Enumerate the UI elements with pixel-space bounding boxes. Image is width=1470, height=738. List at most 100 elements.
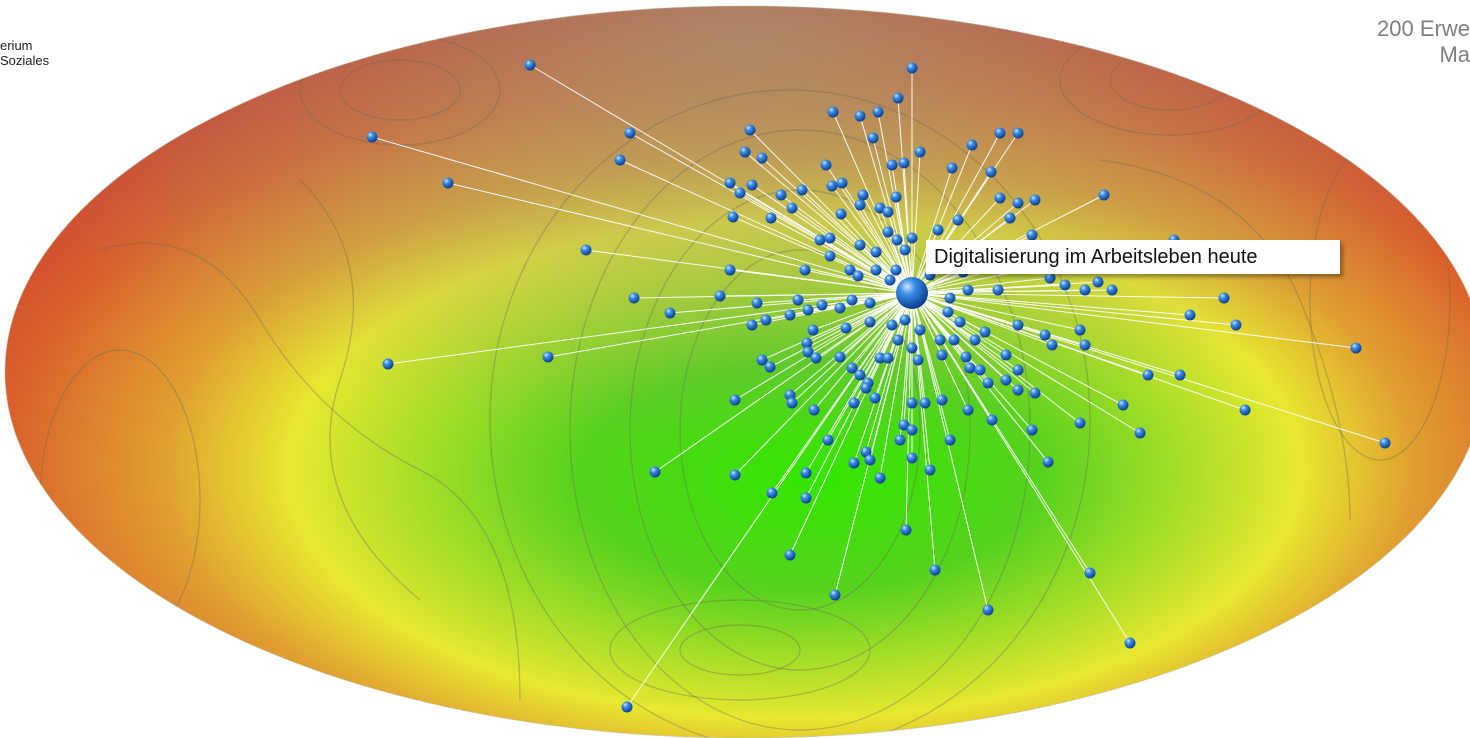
topic-node[interactable] — [820, 159, 832, 171]
topic-node[interactable] — [890, 191, 902, 203]
topic-node[interactable] — [992, 284, 1004, 296]
topic-node[interactable] — [724, 264, 736, 276]
topic-node[interactable] — [786, 397, 798, 409]
topic-node[interactable] — [1012, 364, 1024, 376]
topic-node[interactable] — [621, 701, 633, 713]
topic-node[interactable] — [746, 179, 758, 191]
topic-node[interactable] — [834, 351, 846, 363]
topic-node[interactable] — [994, 127, 1006, 139]
topic-node[interactable] — [852, 270, 864, 282]
topic-node[interactable] — [864, 297, 876, 309]
topic-node[interactable] — [756, 354, 768, 366]
topic-node[interactable] — [944, 434, 956, 446]
topic-node[interactable] — [854, 110, 866, 122]
topic-node[interactable] — [624, 127, 636, 139]
topic-node[interactable] — [864, 316, 876, 328]
topic-node[interactable] — [892, 92, 904, 104]
topic-node[interactable] — [807, 324, 819, 336]
topic-node[interactable] — [1142, 369, 1154, 381]
topic-node[interactable] — [524, 59, 536, 71]
topic-node[interactable] — [1134, 427, 1146, 439]
topic-node[interactable] — [914, 324, 926, 336]
topic-node[interactable] — [969, 334, 981, 346]
topic-node[interactable] — [964, 362, 976, 374]
topic-node[interactable] — [898, 157, 910, 169]
topic-node[interactable] — [882, 226, 894, 238]
topic-node[interactable] — [906, 397, 918, 409]
topic-node[interactable] — [1029, 194, 1041, 206]
topic-node[interactable] — [932, 224, 944, 236]
topic-node[interactable] — [800, 467, 812, 479]
topic-node[interactable] — [1012, 319, 1024, 331]
topic-node[interactable] — [979, 326, 991, 338]
topic-node[interactable] — [808, 404, 820, 416]
topic-node[interactable] — [784, 309, 796, 321]
topic-node[interactable] — [734, 187, 746, 199]
topic-node[interactable] — [835, 208, 847, 220]
topic-node[interactable] — [827, 106, 839, 118]
topic-node[interactable] — [542, 351, 554, 363]
topic-node[interactable] — [864, 454, 876, 466]
topic-node[interactable] — [1174, 369, 1186, 381]
topic-node[interactable] — [936, 349, 948, 361]
topic-node[interactable] — [869, 392, 881, 404]
topic-node[interactable] — [919, 397, 931, 409]
topic-node[interactable] — [962, 404, 974, 416]
topic-node[interactable] — [894, 434, 906, 446]
topic-node[interactable] — [1012, 197, 1024, 209]
topic-node[interactable] — [899, 314, 911, 326]
topic-node[interactable] — [1098, 189, 1110, 201]
topic-node[interactable] — [729, 394, 741, 406]
topic-node[interactable] — [1106, 284, 1118, 296]
topic-node[interactable] — [824, 232, 836, 244]
topic-node[interactable] — [906, 62, 918, 74]
topic-node[interactable] — [1026, 229, 1038, 241]
topic-node[interactable] — [744, 124, 756, 136]
topic-node[interactable] — [1012, 384, 1024, 396]
central-node[interactable] — [896, 277, 928, 309]
topic-node[interactable] — [1074, 324, 1086, 336]
topic-node[interactable] — [580, 244, 592, 256]
topic-node[interactable] — [824, 250, 836, 262]
topic-node[interactable] — [826, 180, 838, 192]
topic-node[interactable] — [906, 452, 918, 464]
topic-node[interactable] — [960, 351, 972, 363]
topic-node[interactable] — [1074, 417, 1086, 429]
topic-node[interactable] — [974, 364, 986, 376]
topic-node[interactable] — [796, 184, 808, 196]
topic-node[interactable] — [786, 202, 798, 214]
topic-node[interactable] — [792, 294, 804, 306]
topic-node[interactable] — [664, 307, 676, 319]
topic-node[interactable] — [816, 299, 828, 311]
topic-node[interactable] — [442, 177, 454, 189]
topic-node[interactable] — [848, 457, 860, 469]
topic-node[interactable] — [1039, 329, 1051, 341]
topic-node[interactable] — [994, 192, 1006, 204]
topic-node[interactable] — [914, 146, 926, 158]
topic-node[interactable] — [954, 316, 966, 328]
topic-node[interactable] — [1012, 127, 1024, 139]
topic-node[interactable] — [1084, 567, 1096, 579]
topic-node[interactable] — [898, 419, 910, 431]
topic-node[interactable] — [724, 177, 736, 189]
topic-node[interactable] — [886, 159, 898, 171]
topic-node[interactable] — [1184, 309, 1196, 321]
topic-node[interactable] — [756, 152, 768, 164]
topic-node[interactable] — [714, 290, 726, 302]
topic-node[interactable] — [870, 246, 882, 258]
topic-node[interactable] — [900, 524, 912, 536]
topic-node[interactable] — [948, 334, 960, 346]
topic-node[interactable] — [870, 264, 882, 276]
topic-node[interactable] — [1379, 437, 1391, 449]
topic-node[interactable] — [946, 162, 958, 174]
topic-node[interactable] — [822, 434, 834, 446]
topic-node[interactable] — [1000, 349, 1012, 361]
topic-node[interactable] — [872, 106, 884, 118]
topic-node[interactable] — [366, 131, 378, 143]
topic-node[interactable] — [857, 189, 869, 201]
topic-node[interactable] — [912, 354, 924, 366]
topic-node[interactable] — [985, 166, 997, 178]
topic-node[interactable] — [906, 342, 918, 354]
topic-node[interactable] — [766, 487, 778, 499]
topic-node[interactable] — [1218, 292, 1230, 304]
